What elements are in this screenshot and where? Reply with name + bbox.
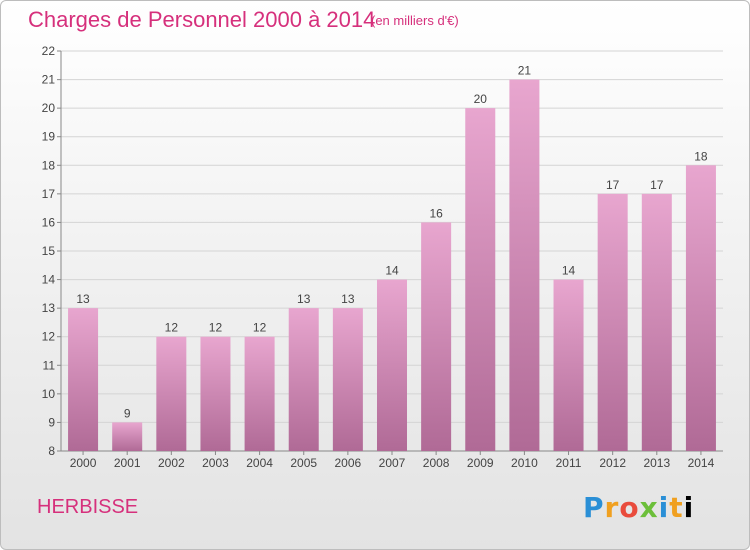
bar-value-label: 16	[429, 206, 443, 220]
bar-value-label: 12	[165, 321, 179, 335]
bar	[553, 279, 584, 451]
bar-value-label: 13	[297, 292, 311, 306]
x-tick-label: 2003	[202, 456, 229, 470]
y-tick-label: 13	[42, 301, 56, 315]
bar-value-label: 12	[253, 321, 267, 335]
bar-value-label: 12	[209, 321, 223, 335]
bar	[332, 308, 363, 451]
chart-title: Charges de Personnel 2000 à 2014	[28, 7, 376, 32]
bar-value-label: 13	[76, 292, 90, 306]
x-tick-label: 2002	[158, 456, 185, 470]
bar	[597, 193, 628, 451]
x-tick-label: 2013	[643, 456, 670, 470]
y-tick-label: 9	[48, 415, 55, 429]
bar	[465, 108, 496, 452]
y-tick-label: 15	[42, 244, 56, 258]
commune-name: HERBISSE	[37, 496, 139, 518]
bar-value-label: 13	[341, 292, 355, 306]
y-tick-label: 12	[42, 330, 56, 344]
bar	[641, 193, 672, 451]
x-tick-label: 2011	[556, 456, 582, 470]
bar	[685, 165, 716, 452]
y-tick-label: 18	[42, 158, 56, 172]
bar	[244, 336, 275, 451]
x-tick-label: 2010	[511, 456, 538, 470]
x-tick-label: 2009	[467, 456, 494, 470]
chart-subtitle: (en milliers d'€)	[371, 13, 459, 28]
bar	[421, 222, 452, 451]
bar	[200, 336, 231, 451]
bar-value-label: 18	[694, 149, 708, 163]
bar	[376, 279, 408, 451]
x-tick-label: 2014	[688, 456, 715, 470]
proxiti-logo: Proxiti	[583, 491, 695, 524]
x-tick-label: 2004	[246, 456, 273, 470]
bar-value-label: 14	[562, 264, 576, 278]
y-tick-label: 16	[42, 215, 56, 229]
y-tick-label: 20	[42, 101, 56, 115]
y-tick-label: 8	[48, 444, 55, 458]
y-tick-label: 19	[42, 130, 56, 144]
bar-value-label: 14	[385, 264, 399, 278]
bar	[112, 422, 143, 451]
bar	[288, 308, 319, 451]
y-tick-label: 14	[42, 273, 56, 287]
bar	[156, 336, 187, 451]
y-tick-label: 22	[42, 44, 56, 58]
x-tick-label: 2008	[423, 456, 450, 470]
x-tick-label: 2006	[335, 456, 362, 470]
x-tick-label: 2012	[599, 456, 626, 470]
bar-value-label: 21	[518, 64, 532, 78]
x-tick-label: 2000	[70, 456, 97, 470]
bar	[68, 308, 99, 451]
bar-value-label: 17	[606, 178, 620, 192]
x-tick-label: 2007	[379, 456, 406, 470]
x-tick-label: 2001	[114, 456, 141, 470]
y-tick-label: 11	[43, 358, 56, 372]
bar-value-label: 17	[650, 178, 664, 192]
x-tick-label: 2005	[290, 456, 317, 470]
y-tick-label: 17	[42, 187, 56, 201]
bar-value-label: 20	[474, 92, 488, 106]
y-tick-label: 21	[42, 73, 56, 87]
bar-value-label: 9	[124, 406, 131, 420]
y-tick-label: 10	[42, 387, 56, 401]
bar	[509, 79, 540, 452]
